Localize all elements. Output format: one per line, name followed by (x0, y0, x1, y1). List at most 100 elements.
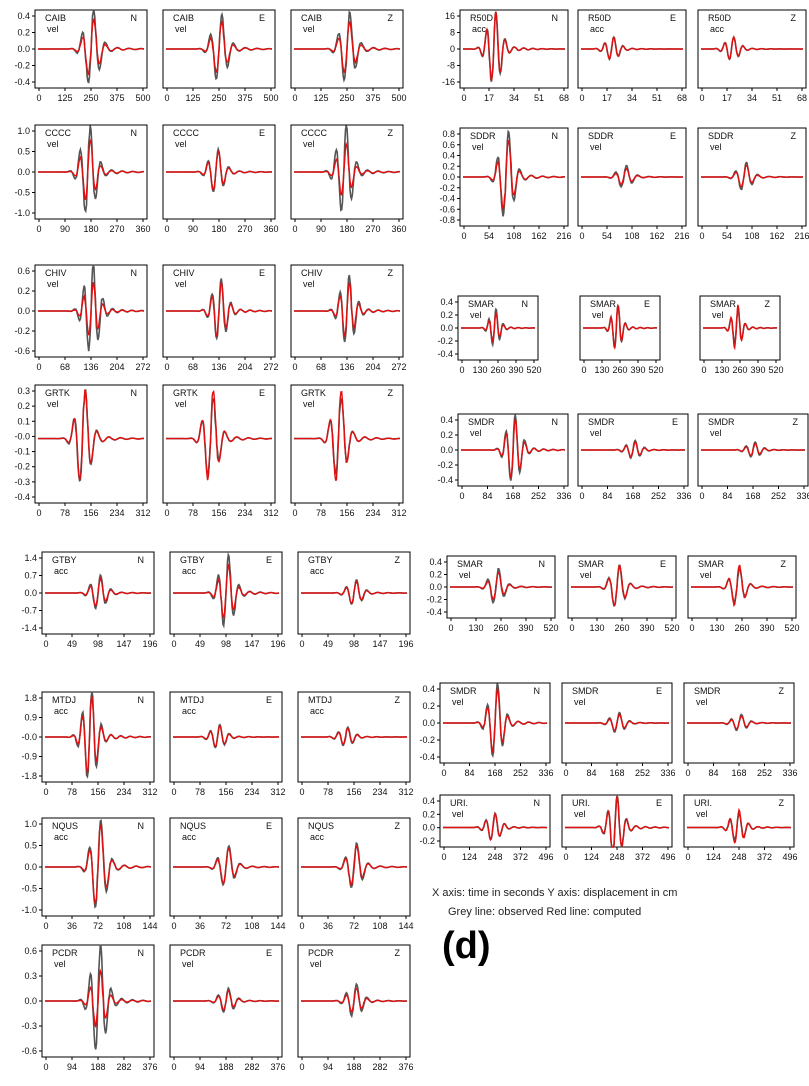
computed-trace (581, 36, 683, 61)
x-tick-label: 196 (398, 639, 413, 649)
computed-trace (687, 807, 791, 844)
x-tick-label: 260 (612, 365, 627, 375)
x-tick-label: 272 (135, 362, 150, 372)
x-tick-label: 168 (505, 491, 520, 501)
component-label: N (138, 948, 145, 958)
station-label: SMAR (578, 559, 605, 569)
quantity-label: vel (470, 310, 482, 320)
x-tick-label: 180 (211, 224, 226, 234)
x-tick-label: 78 (188, 508, 198, 518)
computed-trace (45, 823, 152, 905)
y-tick-label: 0 (450, 44, 455, 54)
station-label: GTBY (180, 555, 205, 565)
x-tick-label: 270 (237, 224, 252, 234)
x-tick-label: 0 (563, 768, 568, 778)
component-label: N (138, 821, 145, 831)
x-tick-label: 520 (526, 365, 541, 375)
x-tick-label: 372 (513, 852, 528, 862)
y-tick-label: -0.3 (14, 477, 30, 487)
station-label: R50D (470, 13, 494, 23)
computed-trace (687, 715, 791, 730)
x-tick-label: 94 (323, 1062, 333, 1072)
x-tick-label: 68 (797, 93, 807, 103)
quantity-label: vel (303, 279, 315, 289)
station-label: NQUS (180, 821, 206, 831)
y-tick-label: 0.4 (17, 11, 30, 21)
x-tick-label: 188 (218, 1062, 233, 1072)
x-tick-label: 336 (782, 768, 797, 778)
x-tick-label: 108 (116, 921, 131, 931)
computed-trace (450, 571, 553, 601)
x-tick-label: 0 (164, 508, 169, 518)
component-label: Z (765, 299, 771, 309)
x-tick-label: 496 (782, 852, 797, 862)
x-tick-label: 108 (744, 231, 759, 241)
y-tick-label: 0.2 (422, 809, 435, 819)
y-tick-label: 0.0 (17, 167, 30, 177)
x-tick-label: 125 (185, 93, 200, 103)
x-tick-label: 125 (313, 93, 328, 103)
y-tick-label: 0.4 (422, 796, 435, 806)
y-tick-label: -1.4 (21, 623, 37, 633)
quantity-label: acc (310, 706, 325, 716)
x-tick-label: 0 (685, 768, 690, 778)
y-tick-label: -0.4 (14, 77, 30, 87)
quantity-label: vel (47, 24, 59, 34)
x-tick-label: 234 (116, 787, 131, 797)
quantity-label: vel (47, 399, 59, 409)
y-tick-label: -1.8 (21, 771, 37, 781)
x-tick-label: 520 (664, 623, 679, 633)
y-tick-label: 0.3 (24, 971, 37, 981)
component-label: E (660, 559, 666, 569)
y-tick-label: -0.0 (14, 431, 30, 441)
y-tick-label: 0.4 (440, 415, 453, 425)
station-label: GRTK (301, 388, 326, 398)
component-label: E (656, 798, 662, 808)
computed-trace (166, 19, 273, 74)
x-tick-label: 248 (609, 852, 624, 862)
quantity-label: vel (700, 570, 712, 580)
y-tick-label: 0.0 (24, 862, 37, 872)
x-tick-label: 496 (538, 852, 553, 862)
x-tick-label: 168 (625, 491, 640, 501)
x-tick-label: 0 (299, 921, 304, 931)
x-tick-label: 162 (649, 231, 664, 241)
station-label: GTBY (308, 555, 333, 565)
x-tick-label: 500 (391, 93, 406, 103)
x-tick-label: 54 (722, 231, 732, 241)
computed-trace (443, 688, 548, 753)
y-tick-label: 0.0 (422, 718, 435, 728)
x-tick-label: 0 (292, 362, 297, 372)
x-tick-label: 72 (349, 921, 359, 931)
x-tick-label: 0 (292, 93, 297, 103)
quantity-label: acc (182, 706, 197, 716)
station-label: URI. (450, 798, 468, 808)
component-label: Z (779, 798, 785, 808)
x-tick-label: 68 (559, 93, 569, 103)
quantity-label: vel (47, 139, 59, 149)
y-tick-label: -0.2 (439, 183, 455, 193)
quantity-label: acc (710, 24, 725, 34)
station-label: SMAR (457, 559, 484, 569)
x-tick-label: 0 (461, 231, 466, 241)
y-tick-label: 0.0 (422, 823, 435, 833)
x-tick-label: 0 (43, 639, 48, 649)
y-tick-label: 0.4 (422, 684, 435, 694)
y-tick-label: 0.2 (442, 161, 455, 171)
y-tick-label: -0.2 (419, 735, 435, 745)
quantity-label: acc (54, 566, 69, 576)
x-tick-label: 390 (508, 365, 523, 375)
computed-trace (294, 20, 401, 74)
station-label: R50D (588, 13, 612, 23)
computed-trace (701, 164, 803, 188)
component-label: E (266, 948, 272, 958)
x-tick-label: 204 (109, 362, 124, 372)
x-tick-label: 0 (171, 787, 176, 797)
computed-trace (571, 564, 674, 607)
